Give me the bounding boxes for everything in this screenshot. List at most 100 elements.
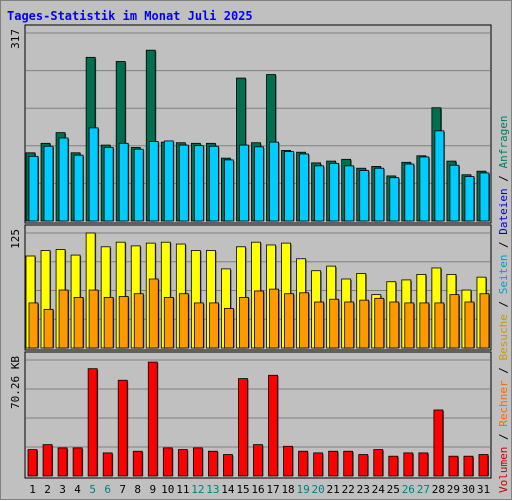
bar-volumen-day-20: [313, 452, 324, 477]
bar-dateien-day-9: [148, 141, 159, 222]
legend-separator: /: [497, 175, 510, 188]
x-tick-label: 23: [357, 483, 370, 496]
x-tick-label: 14: [221, 483, 235, 496]
panel-1: 317: [9, 24, 492, 224]
x-tick-label: 3: [59, 483, 66, 496]
bar-dateien-day-15: [239, 144, 249, 222]
legend-item-seiten: Seiten: [497, 255, 510, 301]
bar-dateien-day-24: [374, 167, 385, 222]
bar-volumen-day-15: [238, 378, 248, 477]
x-tick-label: 24: [372, 483, 386, 496]
bar-besuche-day-16: [254, 290, 264, 349]
bar-volumen-day-18: [283, 445, 293, 477]
bar-volumen-day-26: [403, 452, 414, 477]
x-tick-label: 31: [477, 483, 490, 496]
bar-dateien-day-18: [284, 151, 294, 222]
x-tick-label: 28: [432, 483, 445, 496]
bar-volumen-day-24: [373, 449, 384, 477]
bar-volumen-day-23: [358, 454, 369, 477]
bar-volumen-day-28: [433, 409, 444, 477]
bar-besuche-day-1: [28, 302, 39, 349]
bar-dateien-day-31: [479, 172, 490, 222]
bar-volumen-day-10: [162, 447, 173, 477]
bar-besuche-day-10: [163, 296, 174, 349]
bar-volumen-day-2: [42, 444, 53, 477]
bar-besuche-day-31: [479, 293, 490, 349]
legend-separator: /: [497, 241, 510, 254]
bar-volumen-day-13: [208, 450, 218, 477]
bar-dateien-day-16: [254, 146, 264, 222]
bar-dateien-day-3: [58, 137, 69, 222]
bar-dateien-day-21: [329, 163, 340, 222]
bar-besuche-day-7: [118, 296, 129, 349]
x-tick-label: 15: [236, 483, 249, 496]
x-tick-label: 19: [296, 483, 309, 496]
x-tick-label: 8: [134, 483, 141, 496]
bar-besuche-day-27: [419, 302, 430, 349]
bar-dateien-day-29: [449, 164, 460, 222]
bar-volumen-day-30: [463, 455, 474, 477]
bar-dateien-day-4: [73, 154, 84, 222]
bar-dateien-day-14: [224, 159, 234, 222]
legend-item-dateien: Dateien: [497, 188, 510, 241]
bar-besuche-day-9: [148, 278, 159, 349]
bar-volumen-day-8: [132, 450, 143, 477]
x-tick-label: 9: [149, 483, 156, 496]
bar-besuche-day-17: [269, 288, 279, 349]
bar-dateien-day-20: [314, 165, 325, 222]
legend-text: Volumen / Rechner / Besuche / Seiten / D…: [497, 115, 510, 493]
bar-dateien-day-12: [193, 145, 204, 222]
bar-dateien-day-26: [404, 163, 415, 222]
bar-besuche-day-3: [58, 289, 69, 349]
bar-dateien-day-13: [208, 145, 219, 222]
x-tick-label: 2: [44, 483, 51, 496]
bar-volumen-day-11: [177, 449, 188, 477]
bar-dateien-day-25: [389, 177, 400, 222]
bar-dateien-day-23: [359, 170, 370, 222]
bar-besuche-day-26: [404, 302, 415, 349]
bar-dateien-day-2: [43, 145, 54, 222]
bar-besuche-day-15: [239, 296, 249, 349]
panel-2: 125: [9, 224, 492, 351]
x-tick-label: 1: [29, 483, 36, 496]
bar-volumen-day-3: [57, 447, 68, 477]
x-tick-label: 30: [462, 483, 475, 496]
x-tick-label: 4: [74, 483, 81, 496]
bar-dateien-day-8: [133, 148, 144, 222]
bar-volumen-day-19: [298, 450, 308, 477]
bar-volumen-day-5: [87, 368, 98, 477]
bar-besuche-day-12: [193, 302, 204, 349]
x-tick-label: 29: [447, 483, 460, 496]
bar-besuche-day-13: [208, 302, 219, 349]
bar-volumen-day-17: [268, 374, 278, 477]
x-tick-label: 17: [266, 483, 279, 496]
legend-item-rechner: Rechner: [497, 380, 510, 433]
x-tick-label: 27: [417, 483, 430, 496]
bar-volumen-day-12: [192, 447, 203, 477]
x-tick-label: 13: [206, 483, 219, 496]
x-tick-label: 12: [191, 483, 204, 496]
x-tick-label: 10: [161, 483, 174, 496]
bar-besuche-day-30: [464, 301, 475, 349]
legend-separator: /: [497, 367, 510, 380]
bar-besuche-day-28: [434, 302, 445, 349]
legend-separator: /: [497, 301, 510, 314]
bar-besuche-day-2: [43, 308, 54, 349]
bar-besuche-day-29: [449, 294, 460, 349]
bar-volumen-day-27: [418, 452, 429, 477]
bar-besuche-day-24: [374, 297, 385, 349]
y-axis-max-label: 70.26 KB: [9, 356, 22, 409]
bar-besuche-day-8: [133, 293, 144, 349]
bar-besuche-day-18: [284, 293, 294, 349]
bar-dateien-day-7: [118, 142, 129, 222]
bar-besuche-day-20: [314, 301, 325, 349]
panel-3: 70.26 KB: [9, 351, 492, 479]
bar-besuche-day-4: [73, 296, 84, 349]
x-tick-label: 18: [281, 483, 294, 496]
x-tick-label: 25: [387, 483, 400, 496]
bar-dateien-day-30: [464, 176, 475, 222]
bar-besuche-day-22: [344, 301, 355, 349]
bar-volumen-day-1: [27, 449, 38, 477]
bar-besuche-day-14: [224, 308, 234, 349]
